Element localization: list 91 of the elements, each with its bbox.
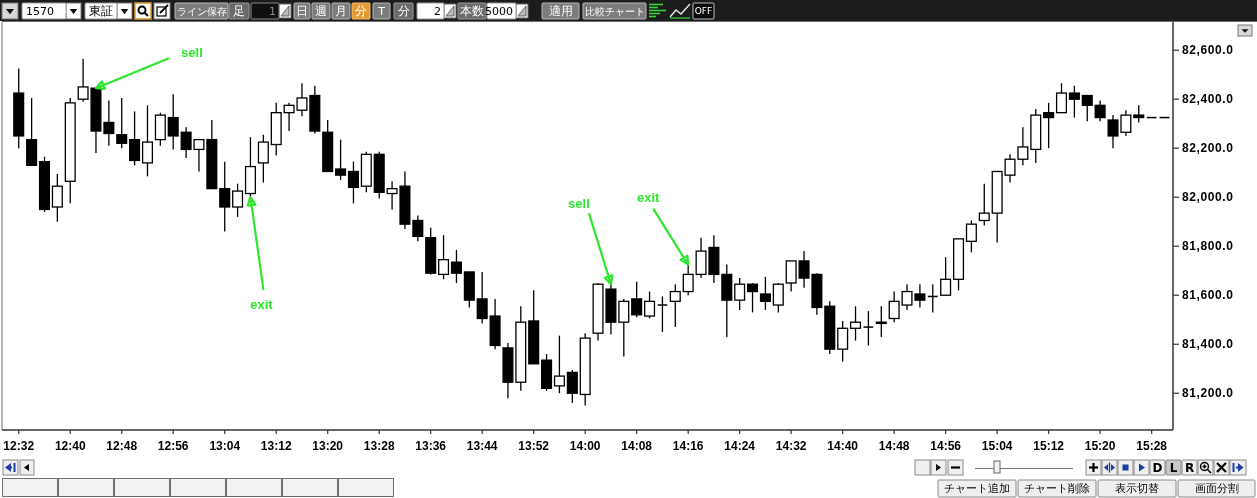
text: T: [377, 4, 386, 18]
y-tick-label: 82,600.0: [1182, 43, 1234, 58]
candlestick: [1094, 99, 1106, 122]
candlestick: [785, 260, 797, 293]
x-tick-label: 15:04: [981, 439, 1013, 453]
x-tick-label: 15:28: [1136, 439, 1168, 453]
text: 5000: [485, 4, 513, 18]
candlestick: [257, 134, 269, 184]
text: 分: [397, 4, 410, 18]
x-tick-label: 15:20: [1084, 439, 1116, 453]
x-tick-label: 14:56: [930, 439, 962, 453]
x-tick-label: 13:12: [260, 439, 292, 453]
candlestick: [232, 183, 244, 218]
x-tick-label: 14:08: [621, 439, 653, 453]
x-tick-label: 13:28: [363, 439, 395, 453]
y-tick-label: 82,400.0: [1182, 92, 1234, 107]
candlestick: [862, 310, 875, 347]
annotation: sell: [568, 195, 590, 211]
y-tick-label: 82,200.0: [1182, 141, 1234, 156]
candlestick: [656, 295, 669, 333]
candlestick: [1081, 94, 1093, 122]
text: OFF: [694, 6, 713, 16]
x-tick-label: 14:48: [878, 439, 910, 453]
candlestick: [1055, 82, 1068, 114]
candlestick: [940, 256, 952, 296]
text: 表示切替: [1115, 482, 1159, 495]
x-tick-label: 14:00: [569, 439, 601, 453]
candlestick: [347, 161, 359, 204]
y-tick-label: 81,200.0: [1182, 386, 1234, 401]
candlestick: [772, 282, 784, 314]
candlestick: [631, 281, 643, 318]
text: 1: [269, 4, 276, 18]
text: 東証: [89, 4, 113, 18]
candlestick: [850, 305, 862, 342]
text: 月: [335, 4, 347, 18]
candlestick: [412, 214, 424, 242]
text: 足: [233, 4, 245, 18]
candlestick: [1068, 85, 1080, 119]
x-tick-label: 12:48: [106, 439, 138, 453]
candlestick: [116, 97, 128, 149]
text: 1570: [26, 4, 54, 18]
candlestick: [335, 138, 347, 181]
candlestick: [219, 161, 231, 233]
candlestick: [51, 173, 63, 223]
candlestick: [669, 283, 681, 328]
x-tick-label: 14:16: [672, 439, 704, 453]
candlestick: [476, 271, 488, 325]
candlestick: [566, 369, 578, 404]
text: 2: [434, 4, 441, 18]
candlestick: [734, 277, 746, 311]
candlestick: [553, 335, 565, 394]
x-tick-label: 13:52: [518, 439, 550, 453]
text: チャート追加: [944, 482, 1010, 495]
text: L: [1169, 460, 1178, 475]
x-tick-label: 12:40: [54, 439, 86, 453]
candlestick: [129, 110, 141, 166]
annotation: exit: [250, 296, 274, 312]
text: 画面分割: [1194, 482, 1239, 495]
x-tick-label: 12:56: [157, 439, 189, 453]
candlestick: [746, 282, 759, 314]
y-tick-label: 82,000.0: [1182, 190, 1234, 205]
annotation: exit: [636, 190, 661, 206]
x-tick-label: 14:24: [724, 439, 756, 453]
text: チャート削除: [1024, 482, 1090, 495]
annotation: sell: [181, 44, 203, 60]
candlestick: [759, 276, 771, 311]
y-tick-label: 81,400.0: [1182, 337, 1234, 352]
y-tick-label: 81,600.0: [1182, 288, 1234, 303]
candlestick: [978, 183, 990, 227]
candlestick: [450, 249, 462, 284]
text: 週: [315, 4, 327, 18]
candlestick: [837, 320, 849, 363]
y-tick-label: 81,800.0: [1182, 239, 1234, 254]
text: 適用: [548, 4, 573, 18]
x-tick-label: 13:04: [209, 439, 241, 453]
candlestick: [1043, 102, 1055, 149]
candlestick: [965, 219, 977, 253]
candlestick: [682, 263, 694, 296]
text: 分: [355, 4, 367, 18]
x-tick-label: 13:44: [466, 439, 498, 453]
candlestick: [618, 298, 630, 358]
x-tick-label: 14:32: [775, 439, 807, 453]
x-tick-label: 13:36: [415, 439, 447, 453]
candlestick: [167, 93, 179, 151]
candlestick: [644, 290, 656, 320]
x-tick-label: 15:12: [1033, 439, 1065, 453]
candlestick: [438, 234, 450, 280]
x-tick-label: 13:20: [312, 439, 344, 453]
candlestick: [141, 104, 154, 178]
x-tick-label: 14:40: [827, 439, 859, 453]
x-tick-label: 12:32: [3, 439, 35, 453]
